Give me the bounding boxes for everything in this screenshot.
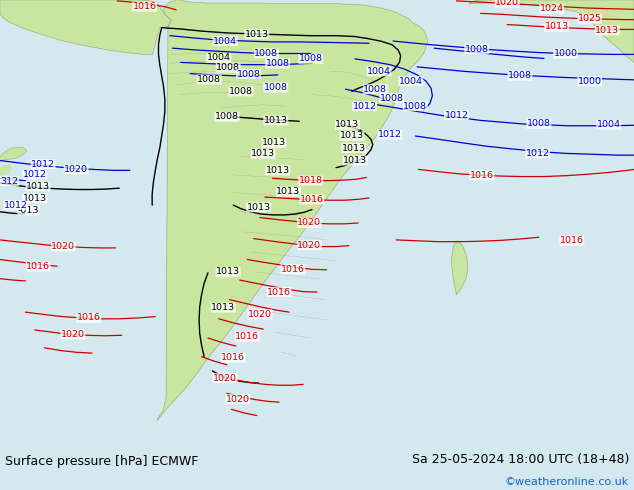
Text: 1004: 1004: [399, 76, 423, 86]
Text: 1008: 1008: [527, 120, 551, 128]
Text: 1016: 1016: [221, 353, 245, 362]
Text: 1020: 1020: [213, 373, 237, 383]
Text: 1013: 1013: [266, 166, 290, 175]
Text: Surface pressure [hPa] ECMWF: Surface pressure [hPa] ECMWF: [5, 455, 198, 467]
Text: 1016: 1016: [560, 236, 584, 245]
Text: 1000: 1000: [578, 76, 602, 86]
Text: 1013: 1013: [276, 187, 301, 196]
Text: 1016: 1016: [281, 265, 305, 274]
Text: 1012: 1012: [4, 200, 28, 210]
Text: 1013: 1013: [264, 116, 288, 125]
Text: 1016: 1016: [133, 2, 157, 11]
Text: 1008: 1008: [264, 83, 288, 92]
Text: 1016: 1016: [267, 288, 291, 296]
Text: 1013: 1013: [23, 194, 47, 203]
Text: 1012: 1012: [23, 171, 47, 179]
Text: 1020: 1020: [297, 241, 321, 250]
Text: 1016: 1016: [77, 314, 101, 322]
Text: ©weatheronline.co.uk: ©weatheronline.co.uk: [505, 477, 629, 487]
Text: 1013: 1013: [247, 203, 271, 212]
Text: 1012: 1012: [31, 160, 55, 169]
Text: 1008: 1008: [197, 75, 221, 84]
Text: 1008: 1008: [299, 54, 323, 63]
Text: 1020: 1020: [226, 394, 250, 404]
Polygon shape: [596, 0, 634, 1]
Text: 1012: 1012: [378, 130, 402, 139]
Text: 1013: 1013: [245, 30, 269, 39]
Text: 1013: 1013: [26, 182, 50, 191]
Text: 1012: 1012: [444, 111, 469, 120]
Polygon shape: [451, 241, 468, 294]
Text: 1020: 1020: [51, 242, 75, 251]
Text: 1013: 1013: [251, 149, 275, 158]
Text: 1013: 1013: [545, 22, 569, 31]
Text: 1013: 1013: [262, 138, 286, 147]
Polygon shape: [0, 0, 171, 55]
Polygon shape: [0, 165, 11, 175]
Text: 1008: 1008: [216, 63, 240, 73]
Text: 1016: 1016: [470, 171, 494, 180]
Text: 1013: 1013: [216, 268, 240, 276]
Text: 1013: 1013: [342, 144, 366, 152]
Polygon shape: [469, 0, 634, 62]
Text: 1020: 1020: [297, 219, 321, 227]
Text: 1020: 1020: [61, 330, 85, 339]
Polygon shape: [157, 0, 428, 420]
Text: 1004: 1004: [213, 37, 237, 46]
Text: 1013: 1013: [595, 26, 619, 35]
Text: 312: 312: [1, 176, 18, 186]
Text: 1025: 1025: [578, 14, 602, 23]
Text: 1008: 1008: [254, 49, 278, 58]
Text: 1020: 1020: [64, 165, 88, 174]
Text: 1016: 1016: [26, 262, 50, 271]
Text: 1012: 1012: [526, 149, 550, 158]
Text: 1020: 1020: [248, 310, 272, 319]
Text: 1004: 1004: [367, 67, 391, 76]
Text: 1018: 1018: [299, 176, 323, 185]
Text: 1013: 1013: [340, 131, 364, 141]
Text: Sa 25-05-2024 18:00 UTC (18+48): Sa 25-05-2024 18:00 UTC (18+48): [411, 453, 629, 466]
Text: 1012: 1012: [353, 101, 377, 111]
Text: 1008: 1008: [363, 85, 387, 94]
Text: -013: -013: [18, 206, 39, 215]
Text: 1020: 1020: [495, 0, 519, 7]
Text: 1013: 1013: [211, 303, 235, 312]
Polygon shape: [0, 147, 27, 161]
Text: 1004: 1004: [597, 121, 621, 129]
Text: 1008: 1008: [266, 59, 290, 68]
Text: 1000: 1000: [553, 49, 578, 58]
Text: 1016: 1016: [300, 195, 324, 204]
Text: 1004: 1004: [207, 53, 231, 62]
Text: 1016: 1016: [235, 332, 259, 341]
Text: 1013: 1013: [343, 156, 367, 165]
Text: 1013: 1013: [335, 121, 359, 129]
Text: 1008: 1008: [229, 87, 253, 96]
Text: 1008: 1008: [380, 94, 404, 102]
Text: 1008: 1008: [403, 101, 427, 111]
Text: 1008: 1008: [508, 72, 532, 80]
Text: 1008: 1008: [465, 45, 489, 53]
Text: 1008: 1008: [215, 112, 239, 122]
Text: 1024: 1024: [540, 4, 564, 13]
Text: 1008: 1008: [236, 70, 261, 78]
